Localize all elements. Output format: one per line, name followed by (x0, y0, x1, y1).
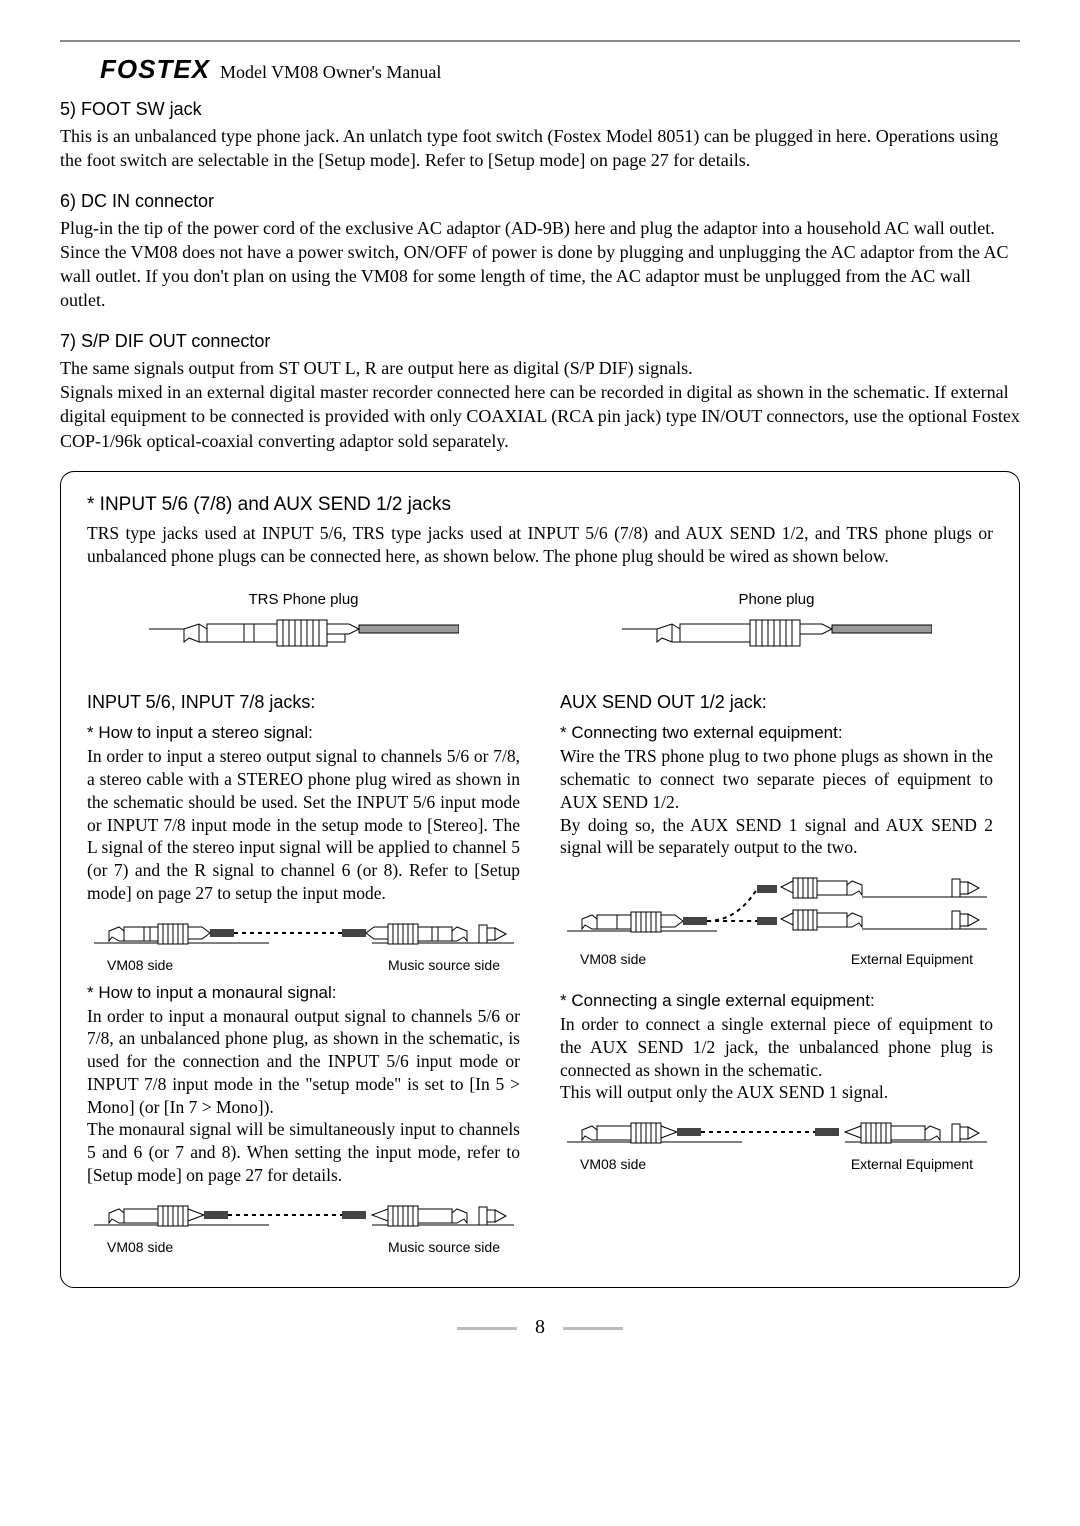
phone-plug-label: Phone plug (560, 591, 993, 608)
trs-plug-icon (149, 612, 459, 662)
page-header: FOSTEX Model VM08 Owner's Manual (60, 54, 1020, 85)
y-cable-icon (567, 869, 987, 949)
fig-label-ext: External Equipment (851, 1156, 973, 1172)
stereo-cable-icon (94, 915, 514, 955)
fig-label-vm08: VM08 side (580, 951, 646, 967)
two-eq-heading: * Connecting two external equipment: (560, 723, 993, 743)
fig-label-source: Music source side (388, 1239, 500, 1255)
columns: INPUT 5/6, INPUT 7/8 jacks: * How to inp… (87, 678, 993, 1260)
phone-plug-figure: Phone plug (560, 591, 993, 662)
one-eq-heading: * Connecting a single external equipment… (560, 991, 993, 1011)
stereo-body: In order to input a stereo output signal… (87, 745, 520, 904)
single-cable-icon (567, 1114, 987, 1154)
stereo-cable-figure: VM08 side Music source side (87, 915, 520, 973)
page-number: 8 (60, 1316, 1020, 1339)
two-eq-body: Wire the TRS phone plug to two phone plu… (560, 745, 993, 859)
section-5-body: This is an unbalanced type phone jack. A… (60, 124, 1020, 173)
phone-plug-icon (622, 612, 932, 662)
section-7-heading: 7) S/P DIF OUT connector (60, 331, 1020, 352)
mono-cable-icon (94, 1197, 514, 1237)
section-7-body: The same signals output from ST OUT L, R… (60, 356, 1020, 453)
box-intro: TRS type jacks used at INPUT 5/6, TRS ty… (87, 522, 993, 568)
section-6: 6) DC IN connector Plug-in the tip of th… (60, 191, 1020, 313)
top-rule (60, 40, 1020, 42)
fig-label-ext: External Equipment (851, 951, 973, 967)
info-box: * INPUT 5/6 (7/8) and AUX SEND 1/2 jacks… (60, 471, 1020, 1288)
left-column: INPUT 5/6, INPUT 7/8 jacks: * How to inp… (87, 678, 520, 1260)
single-cable-figure: VM08 side External Equipment (560, 1114, 993, 1172)
mono-body: In order to input a monaural output sign… (87, 1005, 520, 1187)
trs-plug-label: TRS Phone plug (87, 591, 520, 608)
section-6-body: Plug-in the tip of the power cord of the… (60, 216, 1020, 313)
y-cable-figure: VM08 side External Equipment (560, 869, 993, 967)
section-6-heading: 6) DC IN connector (60, 191, 1020, 212)
stereo-heading: * How to input a stereo signal: (87, 723, 520, 743)
section-5-heading: 5) FOOT SW jack (60, 99, 1020, 120)
right-column: AUX SEND OUT 1/2 jack: * Connecting two … (560, 678, 993, 1260)
mono-heading: * How to input a monaural signal: (87, 983, 520, 1003)
right-heading: AUX SEND OUT 1/2 jack: (560, 692, 993, 713)
one-eq-body: In order to connect a single external pi… (560, 1013, 993, 1104)
plug-figures-row: TRS Phone plug (87, 577, 993, 668)
manual-title: Model VM08 Owner's Manual (220, 62, 441, 83)
fig-label-vm08: VM08 side (107, 1239, 173, 1255)
section-7: 7) S/P DIF OUT connector The same signal… (60, 331, 1020, 453)
brand-logo: FOSTEX (100, 54, 210, 85)
fig-label-source: Music source side (388, 957, 500, 973)
section-5: 5) FOOT SW jack This is an unbalanced ty… (60, 99, 1020, 173)
mono-cable-figure: VM08 side Music source side (87, 1197, 520, 1255)
fig-label-vm08: VM08 side (580, 1156, 646, 1172)
trs-plug-figure: TRS Phone plug (87, 591, 520, 662)
fig-label-vm08: VM08 side (107, 957, 173, 973)
left-heading: INPUT 5/6, INPUT 7/8 jacks: (87, 692, 520, 713)
box-title: * INPUT 5/6 (7/8) and AUX SEND 1/2 jacks (87, 494, 993, 516)
